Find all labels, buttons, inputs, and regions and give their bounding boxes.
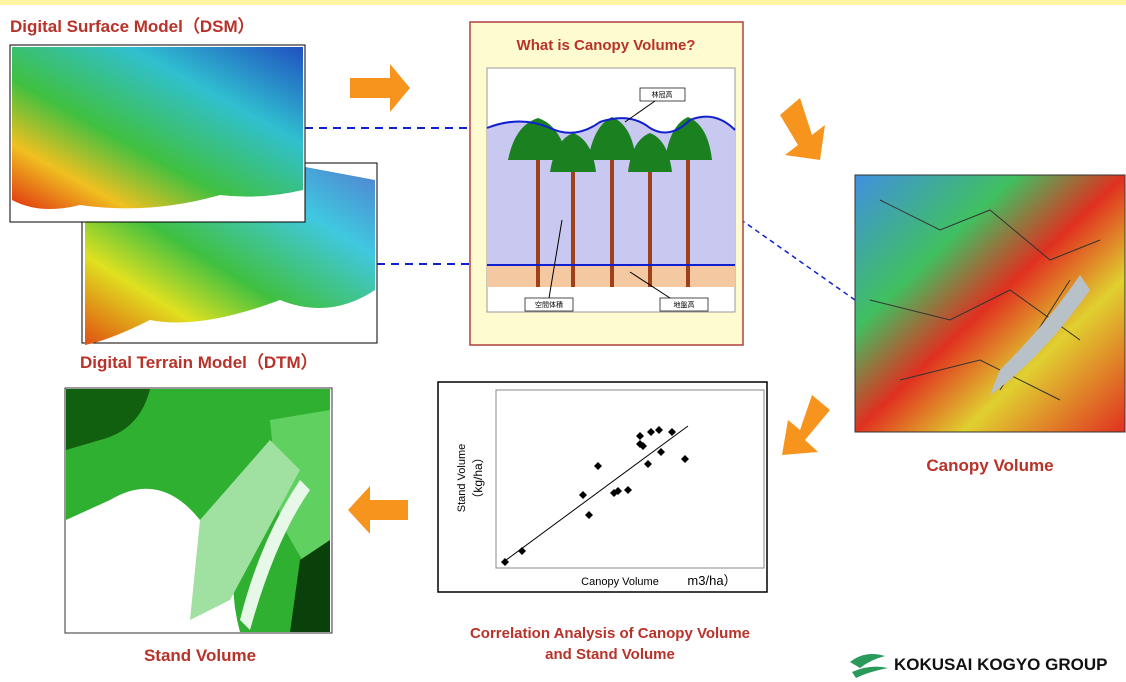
canopy-map <box>855 175 1125 432</box>
arrow <box>782 395 830 455</box>
canopy-label: Canopy Volume <box>926 456 1053 475</box>
x-unit: m3/ha） <box>687 573 736 588</box>
callout: 地盤高 <box>674 300 695 309</box>
callout: 空間体積 <box>535 300 563 309</box>
callout: 林冠高 <box>652 90 673 99</box>
top-strip <box>0 0 1126 5</box>
logo-text: KOKUSAI KOGYO GROUP <box>894 655 1107 674</box>
logo-mark <box>850 654 888 678</box>
y-label: Stand Volume <box>456 444 468 513</box>
dtm-label: Digital Terrain Model（DTM） <box>80 352 318 372</box>
slide: Digital Surface Model（DSM） Digital Terra… <box>0 0 1126 682</box>
caption: Correlation Analysis of Canopy Volume <box>470 625 750 642</box>
arrow <box>348 486 408 534</box>
dsm-image <box>12 47 303 209</box>
x-label: Canopy Volume <box>581 576 659 588</box>
dsm-label: Digital Surface Model（DSM） <box>10 16 255 36</box>
caption: and Stand Volume <box>545 646 675 663</box>
arrow <box>780 98 825 160</box>
arrow <box>350 64 410 112</box>
scatter-frame <box>438 382 767 592</box>
concept-title: What is Canopy Volume? <box>517 37 696 54</box>
stand-label: Stand Volume <box>144 646 256 665</box>
y-unit: （kg/ha） <box>471 451 485 504</box>
